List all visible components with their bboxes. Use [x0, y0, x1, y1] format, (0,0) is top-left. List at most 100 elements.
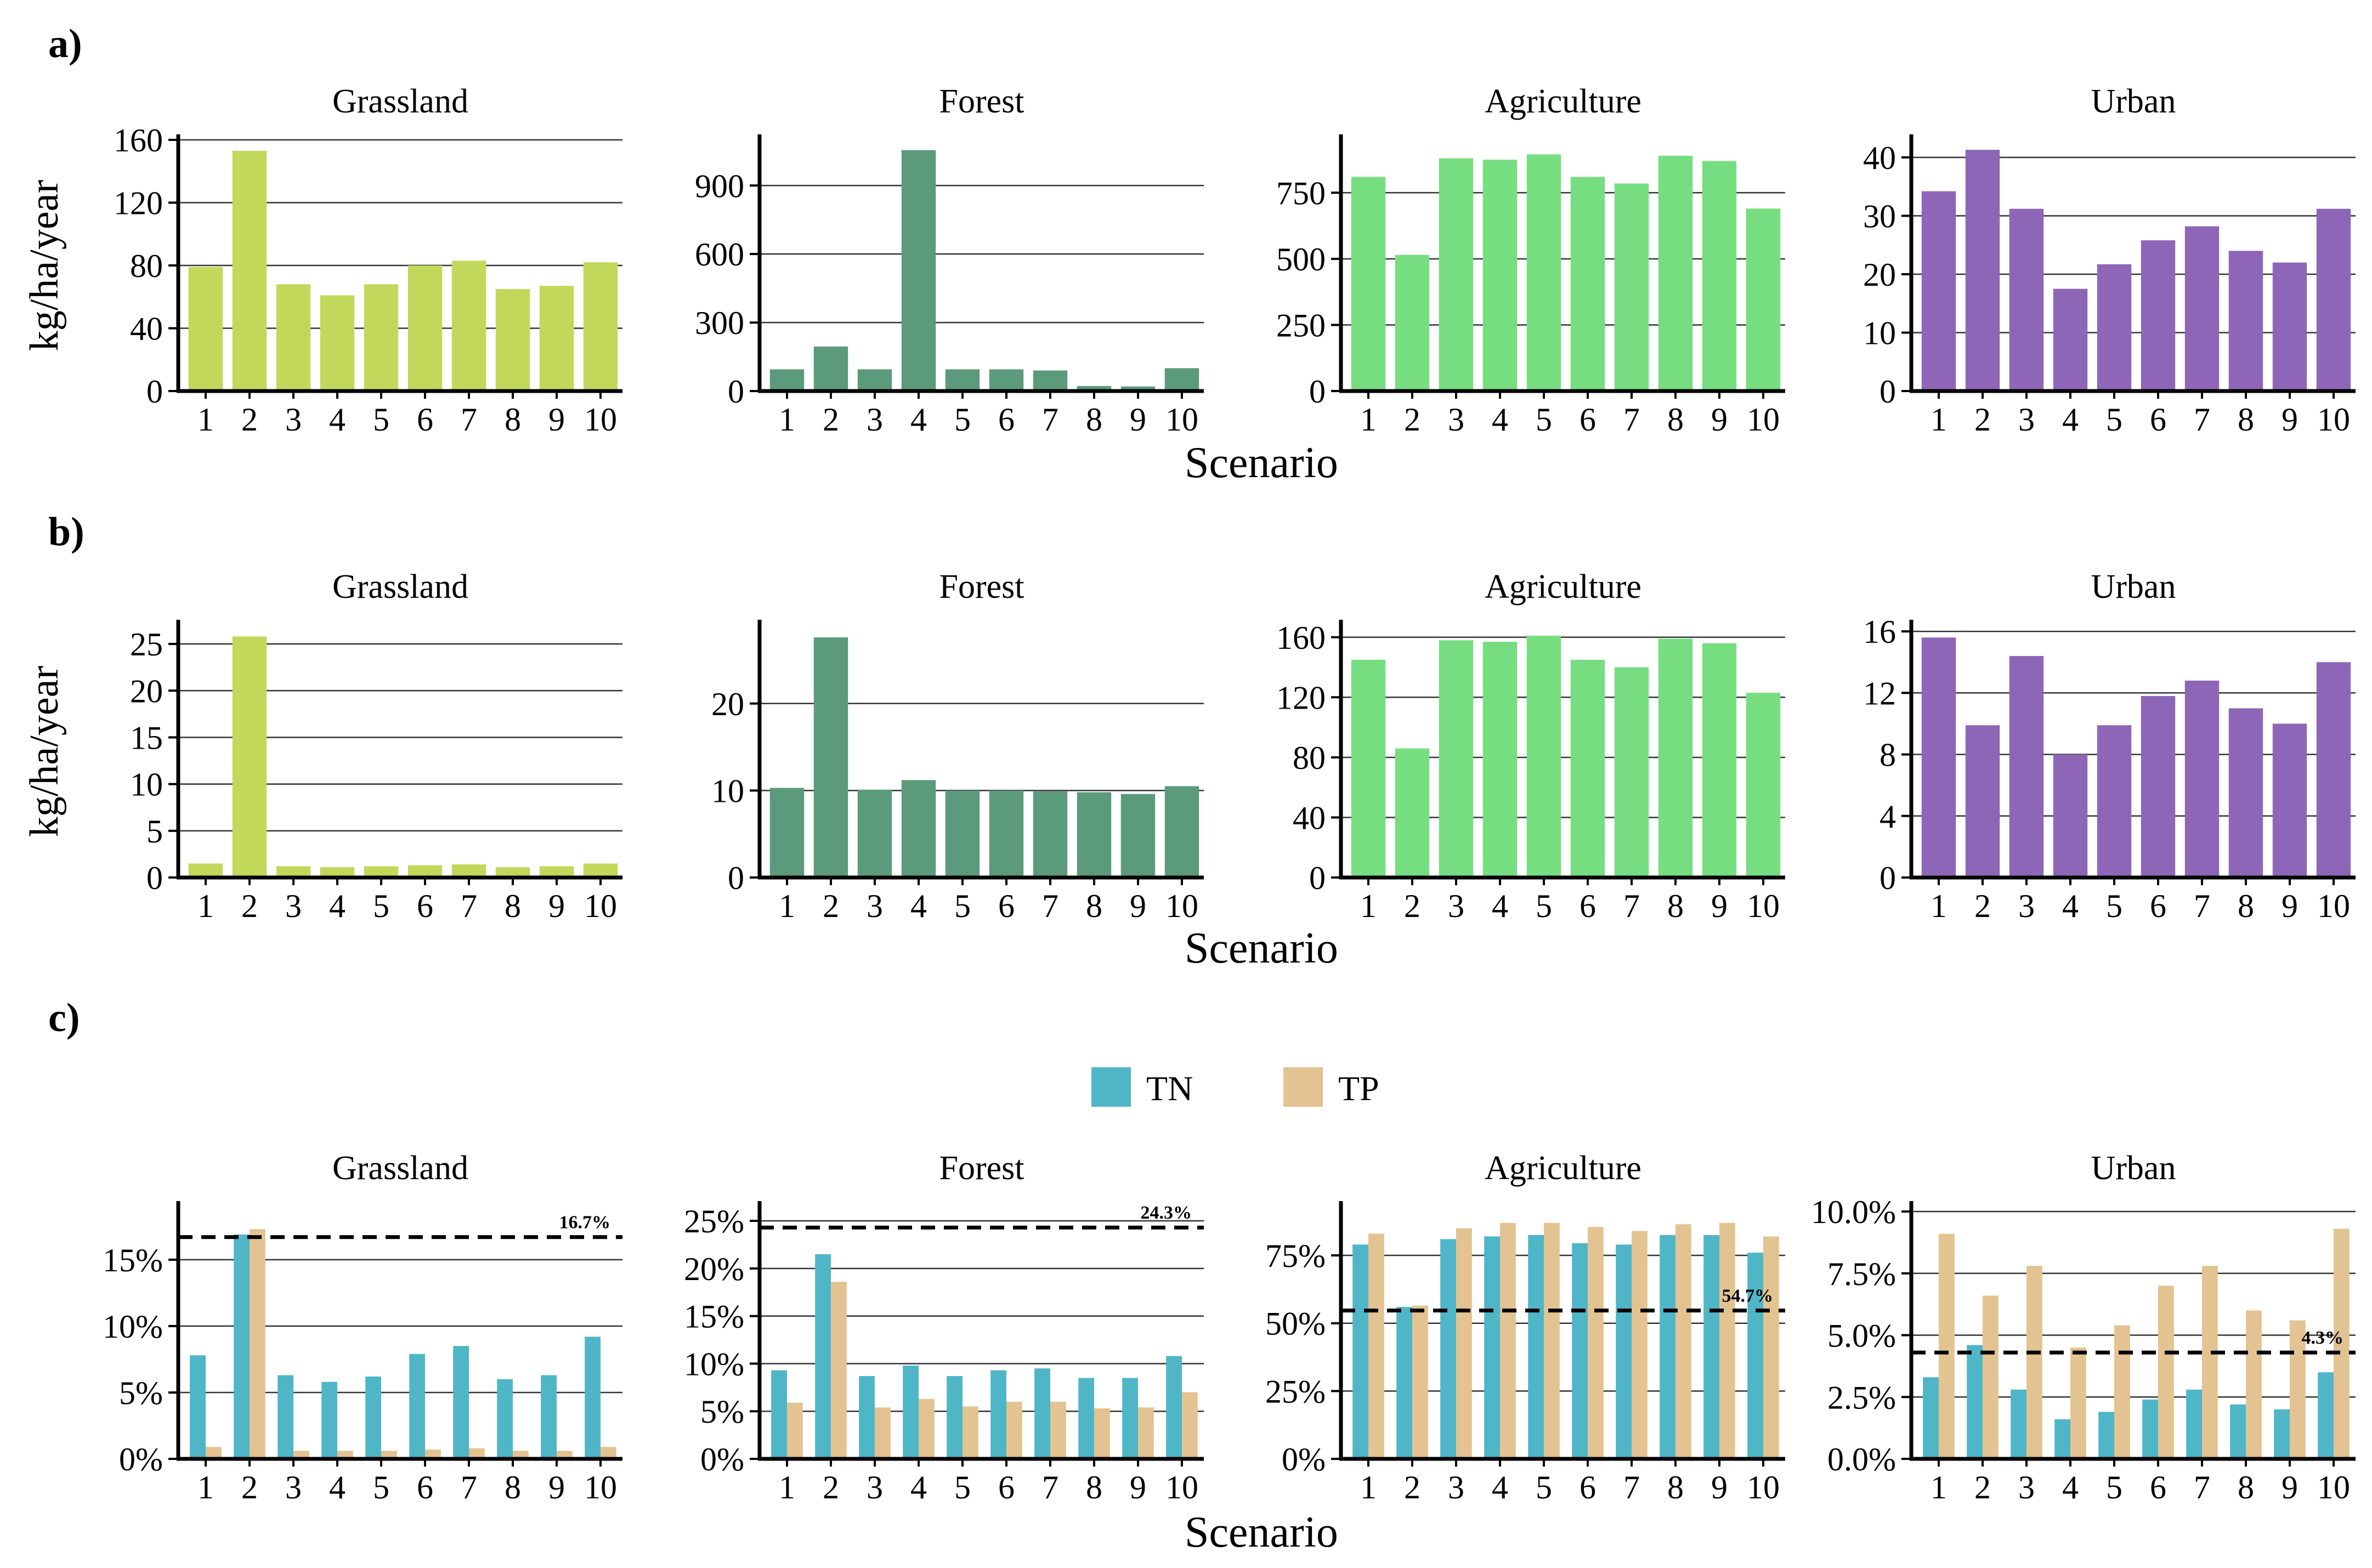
chart-c-urban-xtick-label: 7 [2194, 1469, 2210, 1505]
chart-a-agriculture-bar-9 [1702, 161, 1737, 391]
chart-c-agriculture-xtick-label: 1 [1360, 1469, 1377, 1505]
chart-a-forest-xtick-label: 2 [823, 401, 839, 438]
chart-b-urban-bar-1 [1921, 637, 1956, 878]
chart-c-forest-xtick-label: 2 [823, 1469, 839, 1505]
chart-c-forest-bar-tp-2 [831, 1282, 847, 1459]
chart-a-grassland-xtick-label: 2 [241, 401, 258, 438]
chart-c-forest-ytick-label: 5% [700, 1394, 744, 1430]
chart-b-agriculture-ytick-label: 120 [1276, 680, 1326, 716]
chart-b-grassland-ytick-label: 20 [130, 673, 163, 709]
chart-a-agriculture-xtick-label: 8 [1667, 401, 1684, 438]
chart-a-grassland-ytick-label: 160 [114, 122, 163, 159]
chart-c-forest-ytick-label: 10% [684, 1346, 744, 1382]
chart-a-urban-bar-1 [1921, 191, 1956, 391]
chart-c-urban-bar-tp-9 [2290, 1320, 2306, 1459]
chart-c-urban-bar-tp-8 [2246, 1310, 2262, 1459]
chart-b-grassland-bar-4 [320, 867, 355, 878]
chart-c-urban-bar-tn-3 [2011, 1389, 2026, 1459]
chart-a-agriculture-bar-8 [1658, 155, 1693, 391]
chart-a-forest-bar-2 [813, 346, 848, 391]
chart-b-forest-ytick-label: 20 [711, 686, 744, 722]
chart-b-forest-bar-1 [769, 788, 805, 878]
chart-c-forest-bar-tp-10 [1182, 1392, 1198, 1459]
chart-a-forest-xtick-label: 8 [1086, 401, 1102, 438]
chart-b-forest-xtick-label: 8 [1086, 888, 1102, 924]
chart-c-forest-bar-tp-6 [1006, 1401, 1022, 1459]
chart-b-forest-xtick-label: 6 [998, 888, 1015, 924]
chart-b-agriculture-xtick-label: 3 [1448, 888, 1464, 924]
chart-c-forest-xtick-label: 8 [1086, 1469, 1102, 1505]
chart-b-forest-bar-7 [1033, 791, 1068, 878]
chart-a-grassland-xtick-label: 3 [285, 401, 302, 438]
chart-c-forest-bar-tn-6 [990, 1370, 1006, 1459]
chart-a-grassland-bar-6 [407, 265, 443, 391]
chart-a-urban-xtick-label: 5 [2106, 401, 2122, 438]
chart-a-urban-xtick-label: 2 [1974, 401, 1991, 438]
chart-b-urban-xtick-label: 4 [2062, 888, 2079, 924]
chart-b-urban-bar-10 [2316, 662, 2351, 878]
chart-a-grassland-xtick-label: 9 [548, 401, 565, 438]
chart-c-grassland-xtick-label: 6 [417, 1469, 433, 1505]
chart-a-urban-bar-4 [2053, 288, 2088, 391]
chart-c-agriculture-bar-tn-6 [1572, 1243, 1588, 1459]
chart-c-grassland-xtick-label: 8 [505, 1469, 521, 1505]
chart-b-agriculture-ytick-label: 80 [1293, 740, 1326, 776]
chart-a-forest-xtick-label: 1 [779, 401, 795, 438]
chart-b-forest-xtick-label: 4 [910, 888, 927, 924]
chart-a-urban-bar-6 [2141, 240, 2176, 391]
chart-c-urban-ytick-label: 0.0% [1827, 1441, 1896, 1478]
chart-c-agriculture-bar-tn-4 [1484, 1236, 1500, 1459]
chart-b-agriculture-bar-1 [1351, 659, 1386, 878]
chart-b-grassland-xtick-label: 3 [285, 888, 302, 924]
chart-b-agriculture: Agriculture 0 40 80 120 160 1 2 3 4 5 6 7 8 9 10 Scenari… [1185, 568, 1785, 972]
chart-c-urban-bar-tn-10 [2318, 1372, 2334, 1459]
chart-c-agriculture-xtick-label: 9 [1711, 1469, 1728, 1505]
chart-c-agriculture-bar-tp-2 [1412, 1305, 1428, 1459]
chart-c-grassland-bar-tp-8 [513, 1451, 529, 1459]
chart-a-grassland-ytick-label: 40 [130, 311, 163, 347]
chart-c-grassland-ytick-label: 5% [119, 1375, 163, 1411]
chart-b-urban-xtick-label: 7 [2194, 888, 2210, 924]
chart-c-urban-bar-tp-10 [2334, 1229, 2350, 1459]
chart-b-grassland-bar-10 [583, 863, 618, 878]
chart-a-agriculture-bar-6 [1570, 177, 1605, 391]
chart-a-agriculture-xtick-label: 1 [1360, 401, 1377, 438]
chart-b-urban-xtick-label: 3 [2018, 888, 2035, 924]
chart-a-forest-xtick-label: 9 [1130, 401, 1146, 438]
chart-a-forest-bar-4 [901, 150, 936, 391]
chart-c-forest-ytick-label: 25% [684, 1203, 744, 1239]
chart-c-agriculture-xtick-label: 5 [1536, 1469, 1552, 1505]
chart-c-forest-ytick-label: 20% [684, 1251, 744, 1287]
chart-c-urban-xtick-label: 1 [1931, 1469, 1947, 1505]
chart-b-urban-ytick-label: 8 [1880, 737, 1896, 773]
chart-b-agriculture-ytick-label: 0 [1309, 860, 1326, 896]
chart-b-urban-xtick-label: 6 [2150, 888, 2166, 924]
chart-a-agriculture-ytick-label: 500 [1276, 241, 1326, 278]
chart-b-agriculture-bar-9 [1702, 643, 1737, 878]
chart-c-urban-xtick-label: 10 [2317, 1469, 2350, 1505]
chart-c-agriculture-bar-tp-4 [1500, 1222, 1516, 1459]
chart-c-agriculture-bar-tp-3 [1456, 1228, 1472, 1459]
x-axis-title-c: Scenario [1185, 1508, 1338, 1556]
chart-c-urban-xtick-label: 3 [2018, 1469, 2035, 1505]
chart-b-urban-bar-6 [2141, 696, 2176, 878]
chart-c-forest-bar-tn-2 [815, 1254, 831, 1459]
chart-a-agriculture-xtick-label: 6 [1580, 401, 1596, 438]
chart-c-urban-bar-tp-2 [1983, 1295, 1999, 1459]
chart-c-urban-bar-tp-4 [2070, 1348, 2086, 1459]
chart-b-agriculture-xtick-label: 2 [1404, 888, 1420, 924]
chart-a-urban-xtick-label: 10 [2317, 401, 2350, 438]
chart-c-urban-xtick-label: 2 [1974, 1469, 1991, 1505]
chart-a-forest-xtick-label: 7 [1042, 401, 1058, 438]
chart-b-forest-ytick-label: 0 [728, 860, 744, 896]
chart-c-agriculture-bar-tn-10 [1747, 1253, 1763, 1459]
chart-a-urban: Urban 0 10 20 30 40 1 2 3 4 5 6 7 8 9 10 [1863, 83, 2356, 438]
chart-c-agriculture-xtick-label: 6 [1580, 1469, 1596, 1505]
chart-a-urban-xtick-label: 8 [2238, 401, 2254, 438]
chart-c-agriculture-xtick-label: 2 [1404, 1469, 1420, 1505]
chart-c-grassland-bar-tp-5 [381, 1451, 397, 1459]
chart-c-grassland-bar-tn-6 [409, 1354, 425, 1459]
chart-a-agriculture-xtick-label: 10 [1747, 401, 1780, 438]
chart-a-forest-bar-8 [1077, 386, 1112, 391]
chart-c-grassland-ytick-label: 10% [103, 1309, 163, 1345]
